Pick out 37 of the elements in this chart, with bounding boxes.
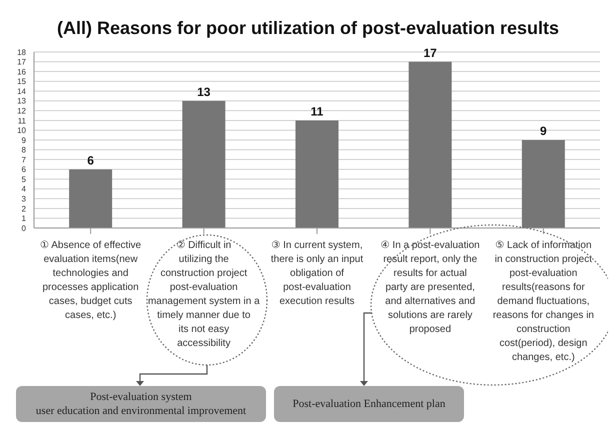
x-tick-label: ④ In a post-evaluation result report, only the results for actual party are presented, and alternatives and solutions are rarely proposed [380, 240, 480, 335]
y-tick-label: 9 [22, 136, 27, 145]
bar [408, 62, 452, 228]
bar [182, 100, 226, 228]
y-tick-label: 6 [22, 165, 27, 174]
data-label: 9 [540, 124, 548, 138]
data-label: 13 [197, 84, 211, 99]
y-tick-label: 4 [22, 184, 27, 194]
y-tick-label: 15 [17, 77, 27, 86]
y-tick-label: 3 [22, 194, 27, 204]
y-tick-label: 17 [17, 58, 27, 67]
y-tick-label: 11 [18, 116, 27, 126]
y-tick-label: 16 [17, 67, 27, 76]
y-tick-label: 10 [17, 126, 27, 136]
y-tick-label: 12 [17, 106, 27, 116]
y-tick-label: 7 [22, 155, 27, 164]
y-tick-label: 2 [22, 204, 27, 214]
x-tick-label: ① Absence of effective evaluation items(new technologies and processes application cases, budget cuts cases, etc.) [40, 240, 142, 321]
x-tick-label: ② Difficult in utilizing the construction project post-evaluation management system in a timely manner due to its not easy accessibility [148, 240, 260, 349]
text: Post-evaluation Enhancement plan [274, 386, 464, 422]
bar [69, 169, 112, 228]
data-label: 17 [424, 46, 438, 60]
bar [522, 140, 565, 228]
y-tick-label: 1 [22, 214, 27, 224]
y-tick-label: 0 [22, 224, 27, 233]
text: Post-evaluation system user education and environmental improvement [16, 386, 266, 422]
y-tick-label: 8 [22, 146, 27, 155]
chart-title: (All) Reasons for poor utilization of post-evaluation results [56, 18, 560, 38]
x-tick-label: ③ In current system, there is only an input obligation of post-evaluation execution results [270, 240, 364, 307]
y-tick-label: 13 [17, 96, 27, 106]
category-label: ⑤ Lack of information in construction project post-evaluation results(reasons for demand fluctuations, reasons for changes in construction cost(period), design changes, etc.) [492, 240, 594, 363]
y-tick-label: 18 [17, 48, 27, 57]
data-label: 6 [87, 153, 94, 168]
y-tick-label: 5 [22, 174, 27, 184]
y-tick-label: 14 [17, 86, 27, 96]
bar [295, 120, 338, 228]
data-label: 11 [310, 104, 324, 118]
